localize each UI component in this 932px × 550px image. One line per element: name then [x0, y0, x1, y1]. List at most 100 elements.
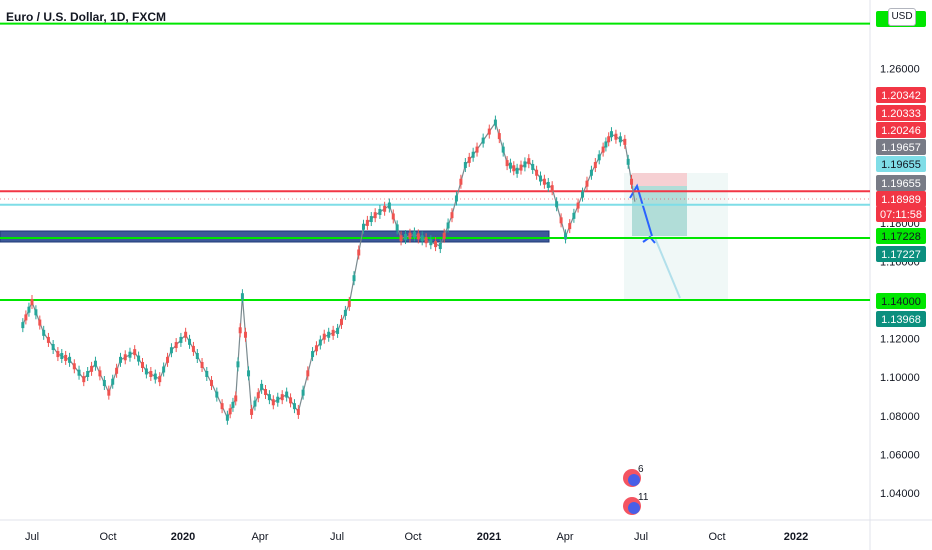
price-badge — [876, 246, 926, 262]
y-tick-label: 1.10000 — [880, 372, 920, 384]
candle-body — [559, 217, 563, 224]
x-tick-label: Jul — [634, 531, 648, 543]
currency-button[interactable]: USD — [888, 8, 916, 26]
candle-body — [546, 181, 550, 188]
candle-body — [564, 233, 568, 240]
candle-body — [519, 164, 523, 171]
candle-body — [128, 351, 132, 358]
candle-body — [77, 369, 81, 376]
candle-body — [576, 202, 580, 209]
candle-body — [260, 383, 264, 390]
candle-body — [253, 400, 257, 407]
candle-body — [169, 347, 173, 354]
x-tick-label: Jul — [330, 531, 344, 543]
candle-body — [271, 399, 275, 406]
x-tick-label: 2022 — [784, 531, 808, 543]
candle-body — [24, 314, 28, 321]
candle-body — [383, 205, 387, 212]
projection-arrow — [629, 183, 653, 237]
candle-body — [538, 175, 542, 182]
candle-body — [220, 403, 224, 410]
candle-body — [527, 158, 531, 165]
candle-body — [42, 329, 46, 336]
candle-body — [508, 162, 512, 169]
x-tick-label: Apr — [251, 531, 268, 543]
y-tick-label: 1.04000 — [880, 488, 920, 500]
x-tick-label: 2021 — [477, 531, 501, 543]
x-tick-label: Jul — [25, 531, 39, 543]
candle-body — [166, 356, 170, 363]
candle-body — [240, 293, 244, 300]
candle-body — [318, 339, 322, 346]
candle-body — [68, 356, 72, 363]
candle-body — [531, 163, 535, 170]
y-tick-label: 1.12000 — [880, 334, 920, 346]
candle-body — [446, 222, 450, 229]
event-flag-icon-inner — [628, 474, 640, 486]
candle-body — [119, 356, 123, 363]
candle-body — [86, 370, 90, 377]
candle-body — [336, 327, 340, 334]
price-badge-label: 07:11:58 — [880, 209, 922, 221]
candle-body — [424, 237, 428, 244]
price-badge — [876, 311, 926, 327]
candle-body — [306, 370, 310, 377]
candle-body — [133, 349, 137, 356]
candle-body — [395, 224, 399, 231]
price-badge — [876, 191, 926, 207]
event-count: 11 — [638, 492, 649, 503]
candle-body — [339, 318, 343, 325]
candle-body — [149, 370, 153, 377]
candle-body — [174, 342, 178, 349]
price-badge — [876, 175, 926, 191]
candle-body — [250, 408, 254, 415]
candle-body — [493, 119, 497, 126]
candle-body — [623, 138, 627, 145]
candle-body — [438, 243, 442, 250]
candle-body — [292, 403, 296, 410]
candle-body — [38, 319, 42, 326]
candle-body — [604, 141, 608, 148]
price-badge-label: 1.20246 — [881, 125, 921, 137]
candle-body — [34, 309, 38, 316]
candle-body — [264, 389, 268, 396]
reward-zone — [632, 186, 687, 236]
x-tick-label: Oct — [99, 531, 116, 543]
candle-body — [72, 363, 76, 370]
candle-body — [188, 338, 192, 345]
candle-body — [550, 185, 554, 192]
y-tick-label: 1.08000 — [880, 411, 920, 423]
candle-body — [46, 336, 50, 343]
candle-body — [475, 146, 479, 153]
price-badge — [876, 105, 926, 121]
x-tick-label: Oct — [708, 531, 725, 543]
price-series-line — [22, 121, 636, 420]
candle-body — [280, 394, 284, 401]
price-badge — [876, 156, 926, 172]
candle-body — [322, 333, 326, 340]
price-badge — [876, 122, 926, 138]
candle-body — [267, 394, 271, 401]
candle-body — [285, 391, 289, 398]
candle-body — [331, 329, 335, 336]
price-badge — [876, 228, 926, 244]
candle-body — [497, 133, 501, 140]
candle-body — [357, 249, 361, 256]
price-badge-label: 1.19657 — [881, 142, 921, 154]
price-badge-label: 1.14000 — [881, 296, 921, 308]
candle-body — [107, 389, 111, 396]
candle-body — [614, 133, 618, 140]
candle-body — [585, 180, 589, 187]
candle-body — [27, 306, 31, 313]
price-badge-label: 1.20342 — [881, 90, 921, 102]
price-badge — [876, 139, 926, 155]
candle-body — [247, 370, 251, 377]
candle-body — [225, 414, 229, 421]
candle-body — [597, 154, 601, 161]
candle-body — [111, 378, 115, 385]
candle-body — [501, 146, 505, 153]
event-flag-icon-inner — [628, 502, 640, 514]
price-badge-label: 1.19655 — [881, 178, 921, 190]
